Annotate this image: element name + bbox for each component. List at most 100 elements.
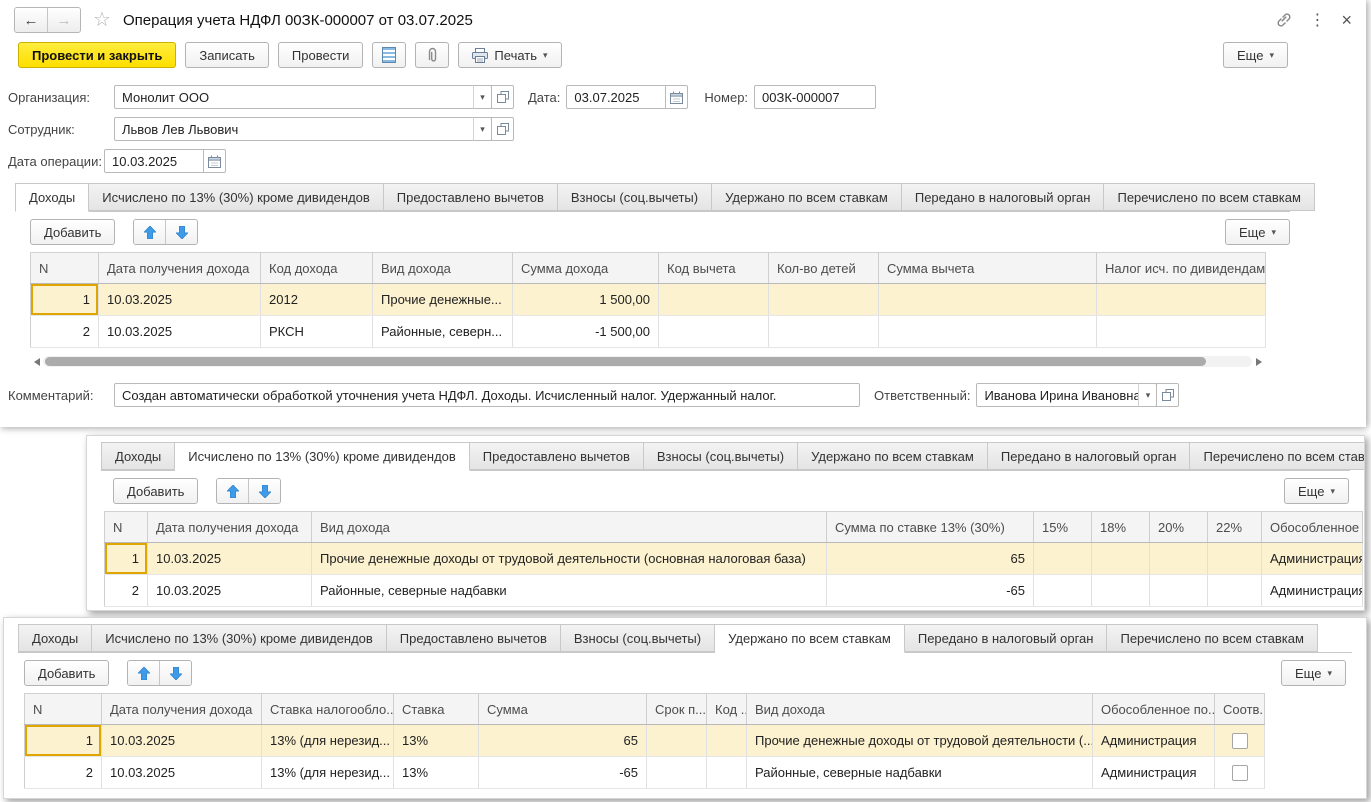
cell[interactable] <box>1091 542 1150 575</box>
close-icon[interactable]: × <box>1341 10 1352 30</box>
more-button[interactable]: Еще ▾ <box>1223 42 1288 68</box>
cell[interactable]: 13% (для нерезид... <box>261 756 394 789</box>
cell[interactable]: Районные, северные надбавки <box>746 756 1093 789</box>
cell[interactable]: 1 <box>104 542 148 575</box>
org-input[interactable]: Монолит ООО <box>114 85 474 109</box>
match-checkbox[interactable] <box>1231 764 1248 781</box>
cell[interactable] <box>1033 542 1092 575</box>
cell[interactable]: Администрация <box>1261 542 1363 575</box>
cell[interactable] <box>1149 574 1208 607</box>
register-records-button[interactable] <box>372 42 407 68</box>
cell[interactable]: -65 <box>826 574 1034 607</box>
cell[interactable] <box>1214 724 1265 757</box>
menu-kebab-icon[interactable]: ⋮ <box>1309 12 1326 29</box>
date-input[interactable]: 03.07.2025 <box>566 85 667 109</box>
forward-button[interactable]: → <box>47 8 80 32</box>
tab-withheld[interactable]: Удержано по всем ставкам <box>712 183 902 211</box>
cell[interactable]: 1 500,00 <box>512 283 659 316</box>
cell[interactable]: Администрация <box>1092 756 1215 789</box>
match-checkbox[interactable] <box>1231 732 1248 749</box>
grid-more-button[interactable]: Еще ▾ <box>1284 478 1349 504</box>
cell[interactable]: 65 <box>826 542 1034 575</box>
comment-input[interactable]: Создан автоматически обработкой уточнени… <box>114 383 860 407</box>
move-down-button[interactable] <box>159 661 192 685</box>
cell[interactable] <box>1214 756 1265 789</box>
number-field[interactable]: 00ЗК-000007 <box>754 85 877 109</box>
cell[interactable]: Прочие денежные доходы от трудовой деяте… <box>311 542 827 575</box>
table-row[interactable]: 2 10.03.2025 Районные, северные надбавки… <box>104 574 1363 607</box>
scrollbar-track[interactable] <box>43 356 1252 367</box>
favorite-star-icon[interactable]: ☆ <box>93 9 111 31</box>
cell[interactable]: 2 <box>104 574 148 607</box>
tab-transferred-to-tax[interactable]: Передано в налоговый орган <box>904 624 1108 652</box>
cell[interactable] <box>878 283 1097 316</box>
cell[interactable] <box>768 283 879 316</box>
scroll-left-button[interactable] <box>30 355 43 368</box>
tab-deductions[interactable]: Предоставлено вычетов <box>469 442 644 470</box>
cell[interactable]: Прочие денежные доходы от трудовой деяте… <box>746 724 1093 757</box>
tab-contributions[interactable]: Взносы (соц.вычеты) <box>643 442 799 470</box>
cell[interactable]: 13% <box>393 724 479 757</box>
grid-more-button[interactable]: Еще ▾ <box>1225 219 1290 245</box>
tab-incomes[interactable]: Доходы <box>18 624 93 652</box>
cell[interactable]: 2 <box>30 315 99 348</box>
table-row[interactable]: 2 10.03.2025 13% (для нерезид... 13% -65… <box>24 756 1265 789</box>
cell[interactable]: 10.03.2025 <box>101 756 262 789</box>
cell[interactable] <box>658 283 769 316</box>
number-input[interactable]: 00ЗК-000007 <box>754 85 877 109</box>
post-button[interactable]: Провести <box>277 42 364 68</box>
cell[interactable]: Администрация <box>1092 724 1215 757</box>
table-row[interactable]: 2 10.03.2025 РКСН Районные, северн... -1… <box>30 315 1266 348</box>
cell[interactable]: 13% (для нерезид... <box>261 724 394 757</box>
cell[interactable]: Прочие денежные... <box>372 283 513 316</box>
tab-deductions[interactable]: Предоставлено вычетов <box>386 624 561 652</box>
comment-field[interactable]: Создан автоматически обработкой уточнени… <box>114 383 860 407</box>
org-open-button[interactable] <box>491 85 514 109</box>
scroll-right-button[interactable] <box>1252 355 1265 368</box>
cell[interactable] <box>1207 574 1262 607</box>
tab-calculated-13[interactable]: Исчислено по 13% (30%) кроме дивидендов <box>92 624 387 652</box>
move-down-button[interactable] <box>248 479 281 503</box>
back-button[interactable]: ← <box>15 8 47 32</box>
cell[interactable] <box>1091 574 1150 607</box>
cell[interactable]: 10.03.2025 <box>98 315 261 348</box>
cell[interactable]: Администрация <box>1261 574 1363 607</box>
cell[interactable]: Районные, северн... <box>372 315 513 348</box>
h-scrollbar[interactable] <box>30 355 1265 368</box>
tab-incomes[interactable]: Доходы <box>101 442 176 470</box>
post-and-close-button[interactable]: Провести и закрыть <box>18 42 177 68</box>
calendar-icon[interactable] <box>203 149 226 173</box>
cell[interactable] <box>658 315 769 348</box>
employee-input[interactable]: Львов Лев Львович <box>114 117 474 141</box>
tab-transferred-to-tax[interactable]: Передано в налоговый орган <box>987 442 1191 470</box>
move-down-button[interactable] <box>165 220 198 244</box>
tab-incomes[interactable]: Доходы <box>15 183 90 212</box>
table-row[interactable]: 1 10.03.2025 13% (для нерезид... 13% 65 … <box>24 724 1265 757</box>
cell[interactable]: 10.03.2025 <box>101 724 262 757</box>
tab-remitted[interactable]: Перечислено по всем ставкам <box>1107 624 1318 652</box>
cell[interactable] <box>1096 315 1266 348</box>
cell[interactable] <box>1033 574 1092 607</box>
cell[interactable]: Районные, северные надбавки <box>311 574 827 607</box>
cell[interactable]: -1 500,00 <box>512 315 659 348</box>
cell[interactable] <box>878 315 1097 348</box>
employee-open-button[interactable] <box>491 117 514 141</box>
tab-withheld[interactable]: Удержано по всем ставкам <box>798 442 988 470</box>
cell[interactable] <box>1149 542 1208 575</box>
add-button[interactable]: Добавить <box>24 660 110 686</box>
employee-dropdown[interactable]: ▾ <box>473 117 492 141</box>
move-up-button[interactable] <box>128 661 160 685</box>
calendar-icon[interactable] <box>665 85 689 109</box>
tab-deductions[interactable]: Предоставлено вычетов <box>383 183 558 211</box>
tab-transferred-to-tax[interactable]: Передано в налоговый орган <box>901 183 1105 211</box>
cell[interactable]: -65 <box>478 756 647 789</box>
tab-calculated-13[interactable]: Исчислено по 13% (30%) кроме дивидендов <box>89 183 384 211</box>
employee-field[interactable]: Львов Лев Львович ▾ <box>114 117 514 141</box>
cell[interactable]: 1 <box>30 283 99 316</box>
table-row[interactable]: 1 10.03.2025 Прочие денежные доходы от т… <box>104 542 1363 575</box>
add-button[interactable]: Добавить <box>113 478 199 504</box>
tab-remitted[interactable]: Перечислено по всем ставкам <box>1104 183 1315 211</box>
print-button[interactable]: Печать ▾ <box>458 42 562 68</box>
date-field[interactable]: 03.07.2025 <box>566 85 689 109</box>
cell[interactable] <box>706 756 747 789</box>
